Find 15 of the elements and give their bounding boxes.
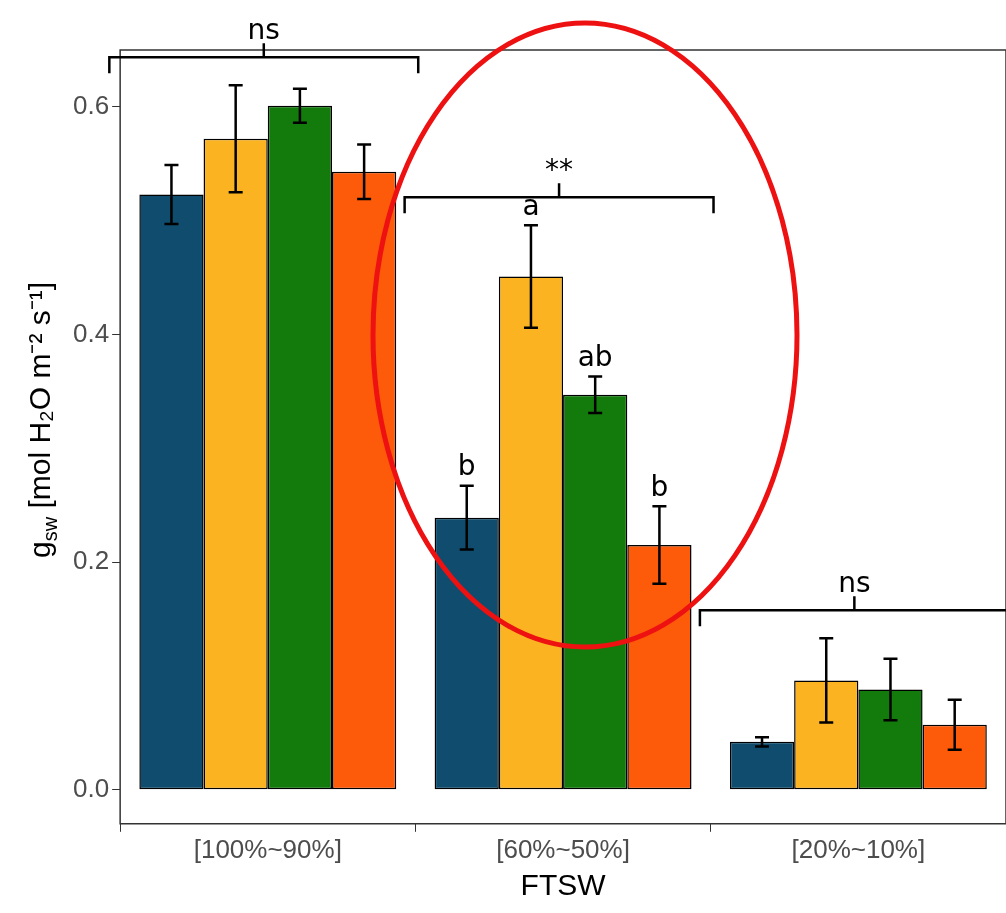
x-tick-label: [100%~90%] bbox=[193, 833, 342, 864]
annotation: ** bbox=[545, 152, 574, 186]
annotation: ns bbox=[838, 565, 871, 599]
annotation: a bbox=[522, 188, 540, 222]
text: ns bbox=[247, 12, 280, 46]
annotation: b bbox=[457, 449, 476, 483]
y-tick-label: 0.6 bbox=[72, 90, 110, 121]
x-axis-title: FTSW bbox=[520, 868, 607, 902]
y-tick-label: 0.0 bbox=[72, 772, 110, 803]
annotation: b bbox=[650, 469, 669, 503]
annotation: ab bbox=[577, 339, 613, 373]
x-tick-label: [20%~10%] bbox=[791, 833, 926, 864]
y-tick-label: 0.4 bbox=[72, 317, 110, 348]
y-tick-label: 0.2 bbox=[72, 545, 110, 576]
x-tick-label: [60%~50%] bbox=[496, 833, 630, 864]
